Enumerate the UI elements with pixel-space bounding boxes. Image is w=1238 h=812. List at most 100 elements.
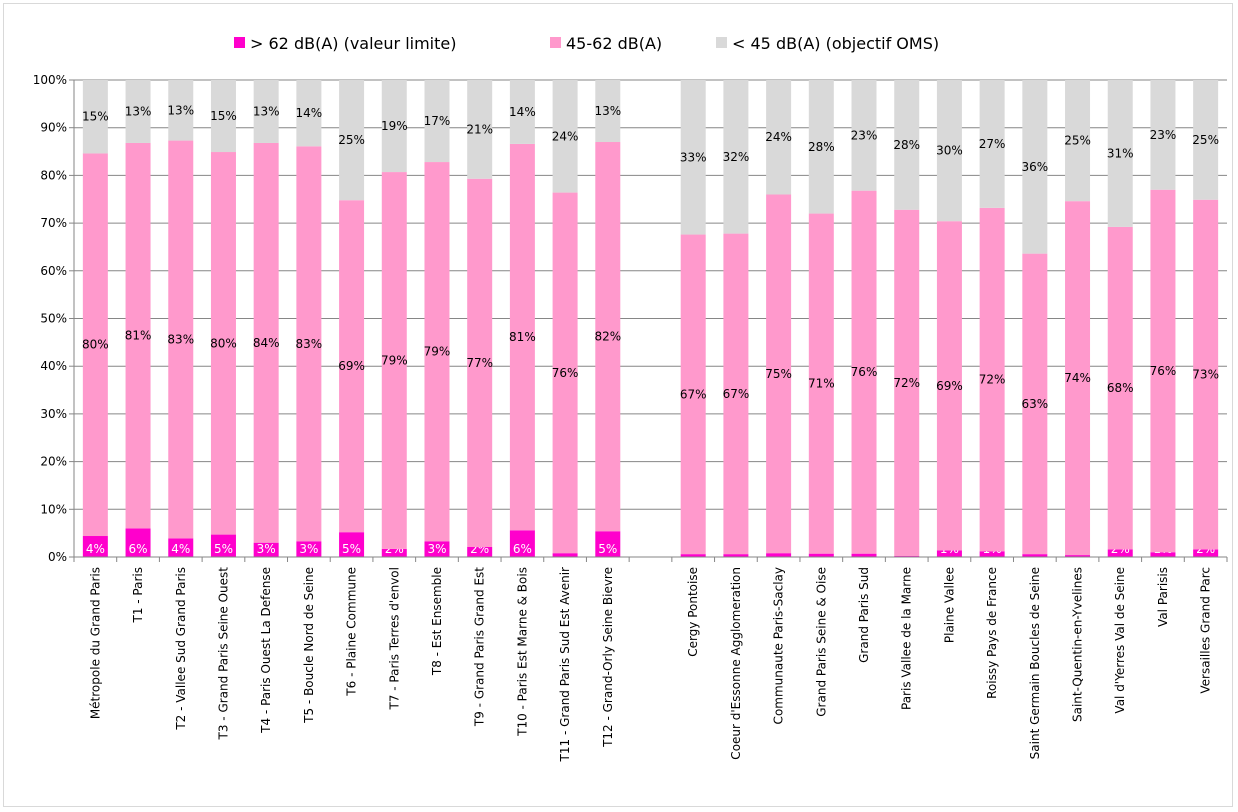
data-label: 5% — [598, 542, 617, 556]
data-label: 3% — [299, 542, 318, 556]
bar-segment — [210, 534, 236, 557]
data-label: 81% — [125, 329, 152, 343]
bar-segment — [253, 542, 279, 557]
bar-segment — [1022, 554, 1048, 557]
bar-segment — [467, 80, 493, 179]
bar-segment — [1107, 549, 1133, 557]
data-label: 24% — [765, 130, 792, 144]
data-label: 63% — [1021, 397, 1048, 411]
x-category-label: T1 - Paris — [131, 567, 145, 624]
bar-segment — [851, 190, 877, 554]
data-label: 67% — [723, 387, 750, 401]
y-axis: 0% 10% 20% 30% 40% 50% 60% 70% 80% 90% 100% — [33, 73, 75, 564]
x-category-label: T7 - Paris Terres d'envol — [387, 567, 401, 711]
data-label: 72% — [893, 376, 920, 390]
bar-segment — [424, 162, 450, 542]
data-label: 28% — [893, 138, 920, 152]
data-label: 75% — [765, 367, 792, 381]
bar-segment — [766, 194, 792, 554]
y-tick-label: 90% — [40, 121, 67, 135]
bar-segment — [808, 553, 834, 557]
bar-segment — [595, 80, 621, 143]
x-category-label: Cergy Pontoise — [686, 567, 700, 657]
bar-segment — [381, 548, 407, 557]
data-label: 83% — [296, 337, 323, 351]
bar-segment — [595, 142, 621, 532]
data-label: 73% — [1192, 368, 1219, 382]
x-category-label: Saint Germain Boucles de Seine — [1028, 567, 1042, 759]
data-label: 13% — [167, 103, 194, 117]
legend: > 62 dB(A) (valeur limite) 45-62 dB(A) < 4… — [234, 34, 939, 53]
x-axis: Métropole du Grand Paris T1 - Paris T2 - V… — [73, 556, 1228, 763]
bar-segment — [1193, 199, 1219, 550]
bar-segment — [210, 80, 236, 153]
data-label: 69% — [936, 379, 963, 393]
bar-segment — [467, 178, 493, 547]
data-label: 4% — [86, 542, 105, 556]
x-category-label: Saint-Quentin-en-Yvelines — [1071, 567, 1085, 722]
bar-segment — [509, 530, 535, 557]
data-label: 33% — [680, 150, 707, 164]
data-label: 79% — [381, 353, 408, 367]
x-category-label: T6 - Plaine Commune — [345, 567, 359, 697]
gridlines — [74, 79, 1227, 558]
data-label: 81% — [509, 330, 536, 344]
data-label: 15% — [210, 109, 237, 123]
bar-segment — [1022, 80, 1048, 254]
bar-segment — [125, 142, 151, 529]
data-label: 5% — [214, 542, 233, 556]
bar-segment — [467, 546, 493, 557]
y-tick-label: 0% — [48, 550, 67, 564]
bar-segment — [296, 146, 322, 542]
bar-segment — [509, 143, 535, 531]
bar-segment — [808, 213, 834, 554]
y-tick-label: 50% — [40, 312, 67, 326]
x-category-label: Val d'Yerres Val de Seine — [1113, 567, 1127, 714]
data-label: 76% — [552, 366, 579, 380]
bar-segment — [723, 80, 749, 234]
data-label: 28% — [808, 140, 835, 154]
data-label: 83% — [167, 332, 194, 346]
chart-frame: > 62 dB(A) (valeur limite) 45-62 dB(A) < 4… — [3, 3, 1233, 807]
y-tick-label: 70% — [40, 216, 67, 230]
data-label: 68% — [1107, 381, 1134, 395]
data-label: 6% — [129, 542, 148, 556]
data-label: 77% — [466, 356, 493, 370]
x-category-label: Coeur d'Essonne Agglomeration — [729, 567, 743, 760]
bar-segment — [766, 553, 792, 557]
data-label: 67% — [680, 387, 707, 401]
bar-segment — [894, 209, 920, 557]
bar-segment — [168, 80, 194, 141]
data-label: 80% — [210, 336, 237, 350]
bar-segment — [552, 192, 578, 554]
bar-segment — [1065, 201, 1091, 556]
data-label: 24% — [552, 129, 579, 143]
data-label: 4% — [171, 542, 190, 556]
bar-segment — [82, 536, 108, 557]
data-label: 71% — [808, 377, 835, 391]
x-category-label: Roissy Pays de France — [985, 567, 999, 699]
bar-segment — [723, 554, 749, 557]
data-label: 27% — [979, 137, 1006, 151]
bar-segment — [125, 528, 151, 557]
data-label: 25% — [1192, 133, 1219, 147]
x-category-label: T2 - Vallee Sud Grand Paris — [174, 567, 188, 731]
data-label: 13% — [594, 104, 621, 118]
bar-segment — [680, 554, 706, 557]
bar-segment — [1065, 555, 1091, 557]
bar-segment — [1150, 189, 1176, 553]
bar-segment — [595, 531, 621, 557]
x-category-label: T4 - Paris Ouest La Defense — [259, 567, 273, 734]
x-category-label: Val Parisis — [1156, 567, 1170, 627]
bar-segment — [1107, 80, 1133, 227]
bar-segment — [339, 80, 365, 201]
bar-segment — [936, 80, 962, 222]
x-category-label: Paris Vallee de la Marne — [900, 567, 914, 710]
data-label: 30% — [936, 144, 963, 158]
x-category-label: Communaute Paris-Saclay — [772, 567, 786, 724]
bar-segment — [339, 200, 365, 533]
y-tick-label: 20% — [40, 455, 67, 469]
x-category-label: T11 - Grand Paris Sud Est Avenir — [558, 567, 572, 763]
bar-segment — [979, 207, 1005, 552]
x-category-label: T9 - Grand Paris Grand Est — [473, 567, 487, 727]
